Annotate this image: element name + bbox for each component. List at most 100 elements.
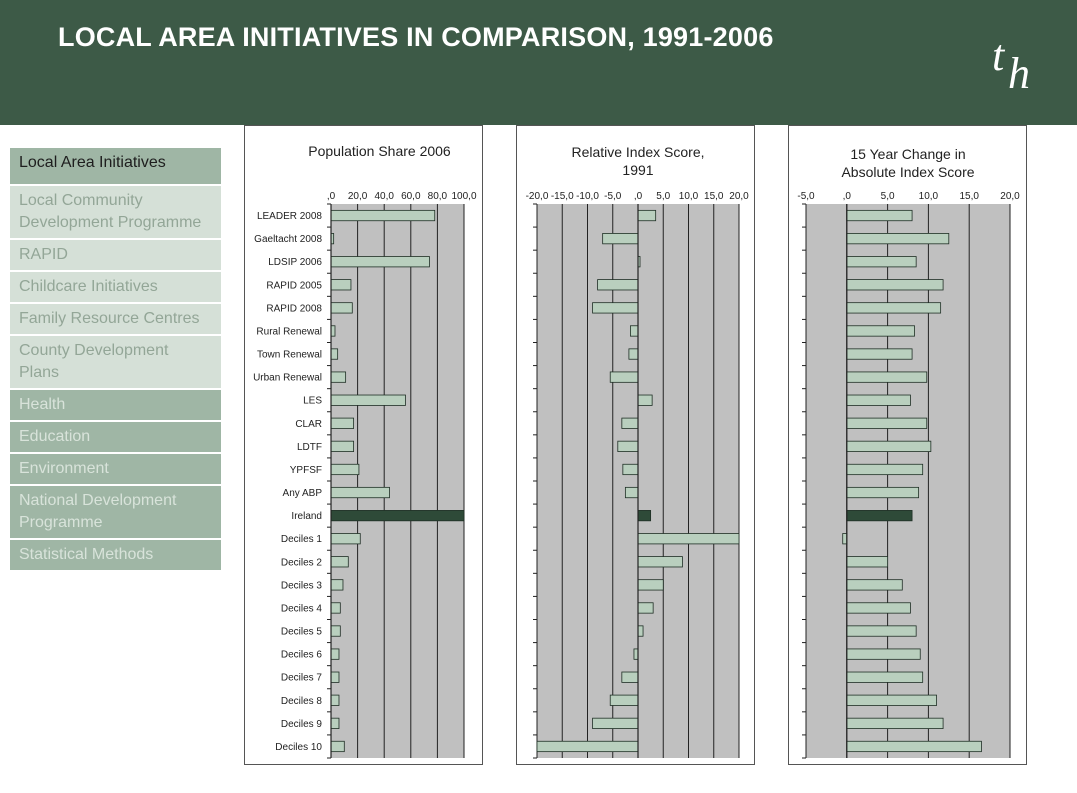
bar-deciles-9 [592,717,639,729]
sidebar-item-local-community-development-programme[interactable]: Local Community Development Programme [10,186,221,240]
bar-deciles-6 [633,648,639,660]
bar-ypfsf [846,463,924,476]
category-label: Town Renewal [257,350,322,361]
bar-deciles-2 [846,556,888,568]
population-share-chart: Population Share 2006 ,0 20,0 40,0 60,0 80,0 1… [253,143,477,759]
bar-rapid-2008 [592,302,639,314]
sidebar-item-health[interactable]: Health [10,390,221,422]
header-bar: LOCAL AREA INITIATIVES IN COMPARISON, 19… [0,0,1077,125]
bar-deciles-10 [846,740,982,753]
bar-town-renewal [846,348,913,360]
bar-deciles-8 [609,694,639,706]
category-label: Deciles 7 [281,673,323,684]
x-tick-label: ,0 [634,191,643,202]
sidebar-item-county-development-plans[interactable]: County Development Plans [10,336,221,390]
bar-deciles-2 [637,556,683,568]
bar-deciles-2 [330,556,349,568]
x-tick-label: 15,0 [959,191,979,202]
bar-deciles-8 [330,694,340,706]
bar-ldtf [846,440,932,452]
category-label: Gaeltacht 2008 [254,234,322,245]
bar-deciles-8 [846,694,937,706]
bar-clar [621,417,639,429]
x-tick-label: -5,0 [797,191,815,202]
category-label: LEADER 2008 [257,211,322,222]
bar-deciles-5 [637,625,644,637]
category-label: Deciles 9 [281,719,323,730]
chart-panel-population-share: Population Share 2006 ,0 20,0 40,0 60,0 80,0 1… [244,125,483,765]
sidebar-item-environment[interactable]: Environment [10,454,221,486]
category-label: RAPID 2008 [266,303,322,314]
x-tick-label: 100,0 [451,191,476,202]
bar-town-renewal [628,348,639,360]
bar-ireland [846,510,913,522]
x-tick-label: -20,0 [526,191,549,202]
index-change-chart: 15 Year Change in Absolute Index Score -5,… [797,146,1020,759]
sidebar-item-rapid[interactable]: RAPID [10,240,221,272]
bar-ireland [330,510,465,522]
sidebar-nav: Local Area Initiatives Local Community De… [10,148,221,572]
category-label: Deciles 8 [281,696,323,707]
x-tick-label: -15,0 [551,191,574,202]
x-tick-label: 60,0 [401,191,421,202]
bar-rapid-2005 [330,279,352,291]
category-label: Deciles 1 [281,534,323,545]
bar-deciles-7 [330,671,340,683]
bar-gaeltacht-2008 [602,233,639,245]
bar-deciles-1 [842,533,848,545]
x-tick-label: 10,0 [919,191,939,202]
x-tick-label: 5,0 [656,191,670,202]
sidebar-item-statistical-methods[interactable]: Statistical Methods [10,540,221,572]
bar-urban-renewal [609,371,639,383]
bar-deciles-1 [637,533,740,545]
bar-rural-renewal [630,325,639,337]
x-tick-label: 10,0 [679,191,699,202]
bar-urban-renewal [330,371,347,383]
logo-icon: t h [992,31,1030,98]
x-tick-label: 20,0 [1000,191,1020,202]
category-label: Deciles 6 [281,650,323,661]
bar-deciles-10 [330,740,345,753]
bar-deciles-3 [330,579,344,591]
x-tick-label: 40,0 [374,191,394,202]
chart-panel-index-change: 15 Year Change in Absolute Index Score -5,… [788,125,1027,765]
bar-deciles-9 [330,717,340,729]
sidebar-item-education[interactable]: Education [10,422,221,454]
sidebar-item-local-area-initiatives[interactable]: Local Area Initiatives [10,148,221,186]
category-label: Deciles 4 [281,603,323,614]
x-tick-label: 20,0 [729,191,749,202]
bar-deciles-7 [846,671,924,683]
bar-leader-2008 [330,209,436,222]
sidebar-item-childcare-initiatives[interactable]: Childcare Initiatives [10,272,221,304]
bar-deciles-5 [330,625,341,637]
x-tick-label: ,0 [327,191,336,202]
bar-ldsip-2006 [846,256,917,268]
category-label: Urban Renewal [253,373,322,384]
category-label: Any ABP [283,488,323,499]
bar-deciles-1 [330,533,361,545]
plot-area [331,204,464,758]
svg-text:t: t [992,31,1006,80]
bar-ldtf [617,440,639,452]
bar-rapid-2005 [597,279,639,291]
category-label: Rural Renewal [256,326,322,337]
bar-les [637,394,653,406]
chart-title: 1991 [622,162,653,178]
bar-deciles-6 [846,648,921,660]
x-tick-label: ,0 [843,191,852,202]
bar-rapid-2008 [330,302,353,314]
chart-title: Relative Index Score, [571,144,704,160]
x-tick-label: 15,0 [704,191,724,202]
sidebar-item-family-resource-centres[interactable]: Family Resource Centres [10,304,221,336]
chart-title: Population Share 2006 [308,143,451,159]
bar-les [330,394,406,406]
bar-les [846,394,911,406]
plot-area [806,204,1010,758]
bar-deciles-9 [846,717,944,729]
bar-deciles-7 [621,671,639,683]
sidebar-item-national-development-programme[interactable]: National Development Programme [10,486,221,540]
category-label: Ireland [291,511,322,522]
bar-any-abp [624,486,639,499]
bar-rapid-2008 [846,302,942,314]
page-title: LOCAL AREA INITIATIVES IN COMPARISON, 19… [58,22,774,52]
